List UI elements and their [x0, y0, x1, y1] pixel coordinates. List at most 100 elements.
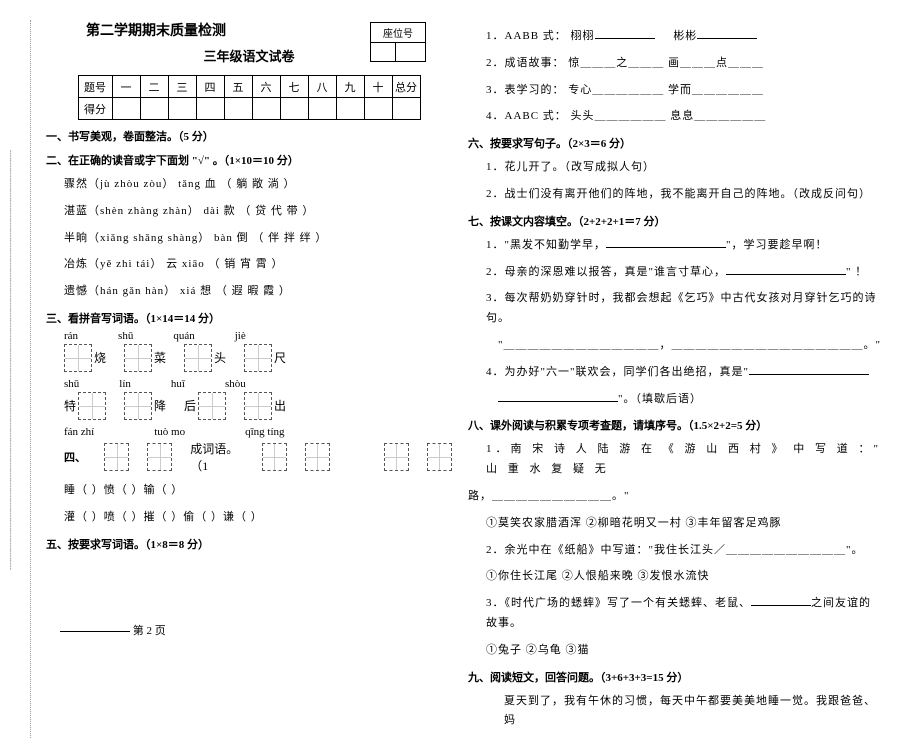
q8-line: 2．余光中在《纸船》中写道："我住长江头／＿＿＿＿＿＿＿＿＿＿"。 [468, 541, 882, 561]
q8-opts: ①莫笑农家腊酒浑 ②柳暗花明又一村 ③丰年留客足鸡豚 [468, 514, 882, 534]
char-row-4: 四、 成词语。（1 [64, 440, 452, 474]
pinyin: shū [64, 378, 79, 390]
score-table: 题号 一 二 三 四 五 六 七 八 九 十 总分 得分 [78, 75, 421, 120]
score-col: 二 [140, 76, 168, 98]
score-row-label: 题号 [78, 76, 112, 98]
q7-1b: "，学习要趁早啊！ [726, 239, 828, 251]
section-6: 六、按要求写句子。（2×3＝6 分） [468, 135, 882, 151]
score-cell [364, 98, 392, 120]
score-cell [140, 98, 168, 120]
q6-line: 2．战士们没有离开他们的阵地，我不能离开自己的阵地。（改成反问句） [468, 185, 882, 205]
score-col: 总分 [392, 76, 420, 98]
r1b-text: 彬彬 [673, 30, 697, 42]
q8-3a: 3．《时代广场的蟋蟀》写了一个有关蟋蟀、老鼠、 [486, 597, 751, 609]
score-col: 十 [364, 76, 392, 98]
spiral-binding: ┊┊┊┊┊┊┊┊┊┊┊┊┊┊┊┊┊┊┊┊┊┊┊┊┊┊┊┊┊┊┊┊┊┊┊┊┊┊┊┊… [8, 150, 20, 570]
section-3: 三、看拼音写词语。（1×14＝14 分） [46, 310, 452, 326]
blank [595, 27, 655, 39]
r-line: 3．表学习的： 专心＿＿＿＿＿＿ 学而＿＿＿＿＿＿ [468, 81, 882, 101]
score-cell [112, 98, 140, 120]
q8-line: 3．《时代广场的蟋蟀》写了一个有关蟋蟀、老鼠、之间友谊的故事。 [468, 594, 882, 634]
pinyin: rán [64, 330, 78, 342]
score-col: 九 [336, 76, 364, 98]
q7-line: 2．母亲的深恩难以报答，真是"谁言寸草心，" ！ [468, 263, 882, 283]
q7-line: "。（填歇后语） [468, 390, 882, 410]
section-1: 一、书写美观，卷面整洁。（5 分） [46, 128, 452, 144]
score-cell [280, 98, 308, 120]
char-box [104, 443, 129, 471]
section-7: 七、按课文内容填空。（2+2+2+1＝7 分） [468, 213, 882, 229]
section-2: 二、在正确的读音或字下面划 "√" 。（1×10＝10 分） [46, 152, 452, 168]
seat-cell [371, 43, 396, 61]
q8-line: 路，＿＿＿＿＿＿＿＿＿＿。" [468, 487, 882, 507]
score-col: 五 [224, 76, 252, 98]
seat-label: 座位号 [371, 23, 425, 43]
r-line: 1．AABB 式： 栩栩 彬彬 [468, 27, 882, 47]
char-text: 尺 [274, 349, 286, 366]
char-box [384, 443, 409, 471]
q6-line: 1．花儿开了。（改写成拟人句） [468, 158, 882, 178]
pinyin: fán zhí [64, 426, 94, 438]
char-box [184, 344, 212, 372]
char-box [244, 392, 272, 420]
pinyin-row: rán shū quán jiè [64, 330, 452, 342]
blank [749, 363, 869, 375]
q7-line: 4．为办好"六一"联欢会，同学们各出绝招，真是" [468, 363, 882, 383]
score-cell [336, 98, 364, 120]
pinyin: shū [118, 330, 133, 342]
score-col: 七 [280, 76, 308, 98]
q7-line: 3．每次帮奶奶穿针时，我都会想起《乞巧》中古代女孩对月穿针乞巧的诗句。 [468, 289, 882, 329]
q2-item: 冶炼（yě zhì tái） 云 xiāo （ 销 宵 霄 ） [46, 255, 452, 275]
pinyin: jiè [235, 330, 246, 342]
char-text: 特 [64, 397, 76, 414]
score-col: 六 [252, 76, 280, 98]
q8-opts: ①兔子 ②乌龟 ③猫 [468, 641, 882, 661]
pinyin: huī [171, 378, 185, 390]
blank [498, 390, 618, 402]
char-box [78, 392, 106, 420]
char-text: 烧 [94, 349, 106, 366]
score-cell [224, 98, 252, 120]
q7-2a: 2．母亲的深恩难以报答，真是"谁言寸草心， [486, 266, 726, 278]
char-box [64, 344, 92, 372]
q8-opts: ①你住长江尾 ②人恨船来晚 ③发恨水流快 [468, 567, 882, 587]
section-8: 八、课外阅读与积累专项考查题，请填序号。（1.5×2+2=5 分） [468, 417, 882, 433]
q2-item: 半晌（xiǎng shǎng shàng） bàn 倒 （ 伴 拌 绊 ） [46, 229, 452, 249]
section-4-suffix: 成词语。（1 [190, 440, 243, 474]
blank [751, 594, 811, 606]
pinyin: lín [119, 378, 131, 390]
char-box [124, 392, 152, 420]
score-cell [392, 98, 420, 120]
pinyin-row: shū lín huī shòu [64, 378, 452, 390]
char-text: 出 [274, 397, 286, 414]
char-box [427, 443, 452, 471]
q9-line: 夏天到了，我有午休的习惯，每天中午都要美美地睡一觉。我跟爸爸、妈 [468, 692, 882, 732]
char-text: 头 [214, 349, 226, 366]
r1-text: 1．AABB 式： 栩栩 [486, 30, 595, 42]
section-9: 九、阅读短文，回答问题。（3+6+3+3=15 分） [468, 669, 882, 685]
q4-line: 睡（ ）愤（ ）输（ ） [46, 481, 452, 501]
char-box [305, 443, 330, 471]
seat-cell [396, 43, 421, 61]
section-4-prefix: 四、 [64, 449, 86, 465]
right-column: 1．AABB 式： 栩栩 彬彬 2．成语故事： 惊＿＿＿之＿＿＿ 画＿＿＿点＿＿… [460, 20, 890, 738]
seat-number-box: 座位号 [370, 22, 426, 62]
score-cell [196, 98, 224, 120]
q7-4a: 4．为办好"六一"联欢会，同学们各出绝招，真是" [486, 366, 749, 378]
score-row-label: 得分 [78, 98, 112, 120]
pinyin: tuò mo [154, 426, 185, 438]
char-text: 菜 [154, 349, 166, 366]
score-cell [308, 98, 336, 120]
pinyin: qīng tíng [245, 426, 284, 438]
score-col: 一 [112, 76, 140, 98]
score-cell [168, 98, 196, 120]
q4-line: 灌（ ）喷（ ）摧（ ）偷（ ）谦（ ） [46, 508, 452, 528]
char-text: 后 [184, 397, 196, 414]
r-line: 2．成语故事： 惊＿＿＿之＿＿＿ 画＿＿＿点＿＿＿ [468, 54, 882, 74]
blank [726, 263, 846, 275]
char-box [147, 443, 172, 471]
q2-item: 湛蓝（shèn zhàng zhàn） dài 款 （ 贷 代 带 ） [46, 202, 452, 222]
char-box [124, 344, 152, 372]
pinyin: shòu [225, 378, 246, 390]
q7-line: "＿＿＿＿＿＿＿＿＿＿＿＿＿，＿＿＿＿＿＿＿＿＿＿＿＿＿＿＿＿。" [468, 336, 882, 356]
